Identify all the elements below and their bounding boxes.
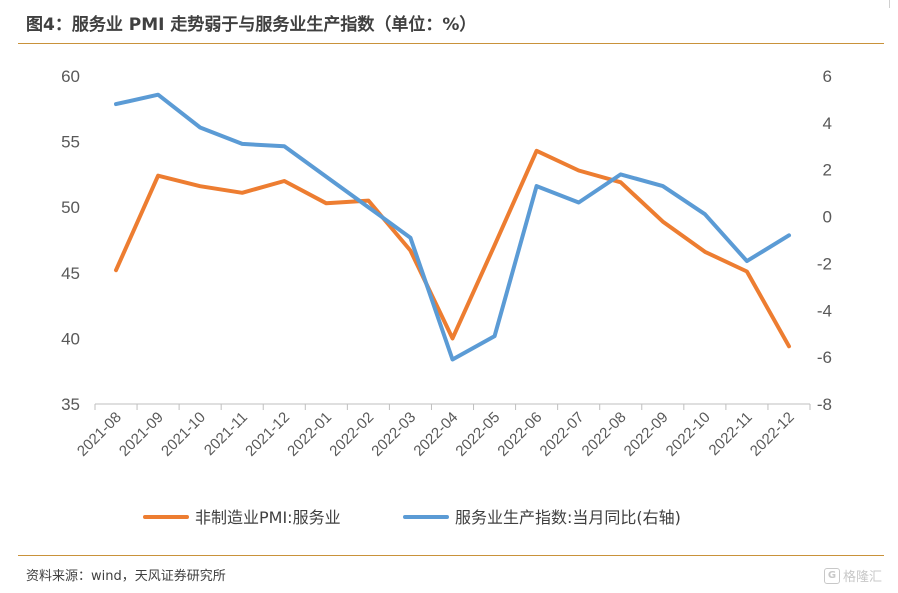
right-tick-label: -4 <box>817 301 832 320</box>
series-layer <box>114 92 791 362</box>
series-line-2 <box>114 92 791 362</box>
x-tick-label: 2022-03 <box>368 409 419 460</box>
left-tick-label: 55 <box>61 133 80 152</box>
legend-label: 非制造业PMI:服务业 <box>195 508 341 527</box>
left-tick-label: 60 <box>61 67 80 86</box>
right-tick-label: -8 <box>817 395 832 414</box>
x-tick-label: 2021-08 <box>74 409 125 460</box>
x-tick-label: 2022-01 <box>284 409 335 460</box>
right-tick-label: -2 <box>817 254 832 273</box>
title-divider <box>18 43 884 44</box>
x-tick-label: 2022-06 <box>494 409 545 460</box>
right-tick-label: -6 <box>817 348 832 367</box>
x-tick-label: 2022-07 <box>537 409 588 460</box>
right-axis-ticks: -8 -6 -4 -2 0 2 4 6 <box>817 67 832 414</box>
x-tick-label: 2022-12 <box>747 409 798 460</box>
left-tick-label: 50 <box>61 198 80 217</box>
left-tick-label: 40 <box>61 329 80 348</box>
right-tick-label: 0 <box>823 208 832 227</box>
watermark-logo-icon: G <box>823 567 840 584</box>
source-divider <box>18 555 884 556</box>
series-line-1 <box>114 148 791 349</box>
right-tick-label: 2 <box>823 161 832 180</box>
left-tick-label: 35 <box>61 395 80 414</box>
corner-mark <box>889 0 890 8</box>
x-tick-label: 2022-08 <box>579 409 630 460</box>
chart-legend: 非制造业PMI:服务业 服务业生产指数:当月同比(右轴) <box>143 508 681 527</box>
right-tick-label: 6 <box>823 67 832 86</box>
x-tick-label: 2022-11 <box>706 409 756 459</box>
figure-title: 图4：服务业 PMI 走势弱于与服务业生产指数（单位：%） <box>26 15 477 35</box>
right-tick-label: 4 <box>823 114 832 133</box>
left-tick-label: 45 <box>61 264 80 283</box>
x-tick-label: 2021-11 <box>201 409 251 459</box>
left-axis-ticks: 35 40 45 50 55 60 <box>61 67 80 414</box>
x-tick-label: 2021-12 <box>242 409 293 460</box>
watermark-text: 格隆汇 <box>842 570 882 585</box>
x-tick-label: 2022-10 <box>663 409 714 460</box>
x-tick-label: 2022-04 <box>410 409 461 460</box>
x-axis-ticks: 2021-082021-092021-102021-112021-122022-… <box>74 404 811 460</box>
x-tick-label: 2022-09 <box>621 409 672 460</box>
x-tick-label: 2022-02 <box>326 409 377 460</box>
x-tick-label: 2021-10 <box>158 409 209 460</box>
x-tick-label: 2021-09 <box>116 409 167 460</box>
legend-label: 服务业生产指数:当月同比(右轴) <box>455 508 681 527</box>
watermark: G 格隆汇 <box>823 566 882 585</box>
x-tick-label: 2022-05 <box>452 409 503 460</box>
source-note: 资料来源：wind，天风证券研究所 <box>26 569 226 584</box>
